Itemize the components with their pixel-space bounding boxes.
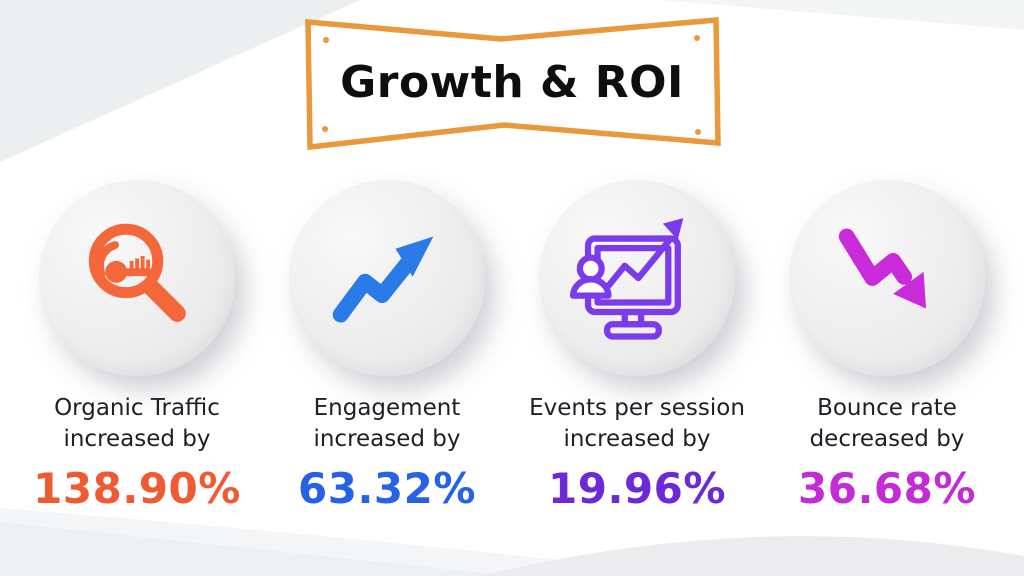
- metric-value: 138.90%: [33, 464, 241, 513]
- metric-label-line1: Bounce rate: [817, 395, 957, 421]
- metric-label-line1: Events per session: [529, 395, 745, 421]
- metric-value: 63.32%: [298, 464, 476, 513]
- metric-label-line1: Engagement: [313, 395, 461, 421]
- metric-engagement: Engagement increased by 63.32%: [262, 180, 512, 513]
- metric-value: 36.68%: [798, 464, 976, 513]
- metric-circle: [539, 180, 735, 376]
- metric-bounce-rate: Bounce rate decreased by 36.68%: [762, 180, 1012, 513]
- banner-corner-dot: [323, 37, 329, 43]
- metric-label-line2: increased by: [563, 426, 711, 452]
- metric-label: Organic Traffic increased by: [54, 393, 220, 455]
- metric-value: 19.96%: [548, 464, 726, 513]
- metric-label-line2: decreased by: [809, 426, 965, 452]
- banner-corner-dot: [694, 35, 700, 41]
- metric-label-line2: increased by: [313, 426, 461, 452]
- metric-circle: [39, 180, 235, 376]
- metric-label-line2: increased by: [63, 426, 211, 452]
- metric-label: Engagement increased by: [313, 393, 460, 455]
- banner-ribbon-shape: [305, 17, 721, 151]
- banner: Growth & ROI: [301, 8, 723, 154]
- banner-corner-dot: [322, 126, 328, 132]
- metric-label-line1: Organic Traffic: [54, 395, 220, 421]
- metric-organic-traffic: Organic Traffic increased by 138.90%: [12, 180, 262, 513]
- metric-events-per-session: Events per session increased by 19.96%: [512, 180, 762, 513]
- metric-label: Bounce rate decreased by: [810, 393, 965, 455]
- banner-corner-dot: [695, 129, 701, 135]
- trend-down-arrow-icon: [826, 217, 948, 339]
- metrics-row: Organic Traffic increased by 138.90% Eng…: [12, 180, 1012, 513]
- metric-circle: [789, 180, 985, 376]
- analytics-monitor-icon: [569, 210, 705, 346]
- trend-up-arrow-icon: [326, 217, 448, 339]
- metric-label: Events per session increased by: [529, 393, 745, 455]
- metric-circle: [289, 180, 485, 376]
- keyword-research-icon: [76, 217, 198, 339]
- page-title: Growth & ROI: [340, 56, 684, 108]
